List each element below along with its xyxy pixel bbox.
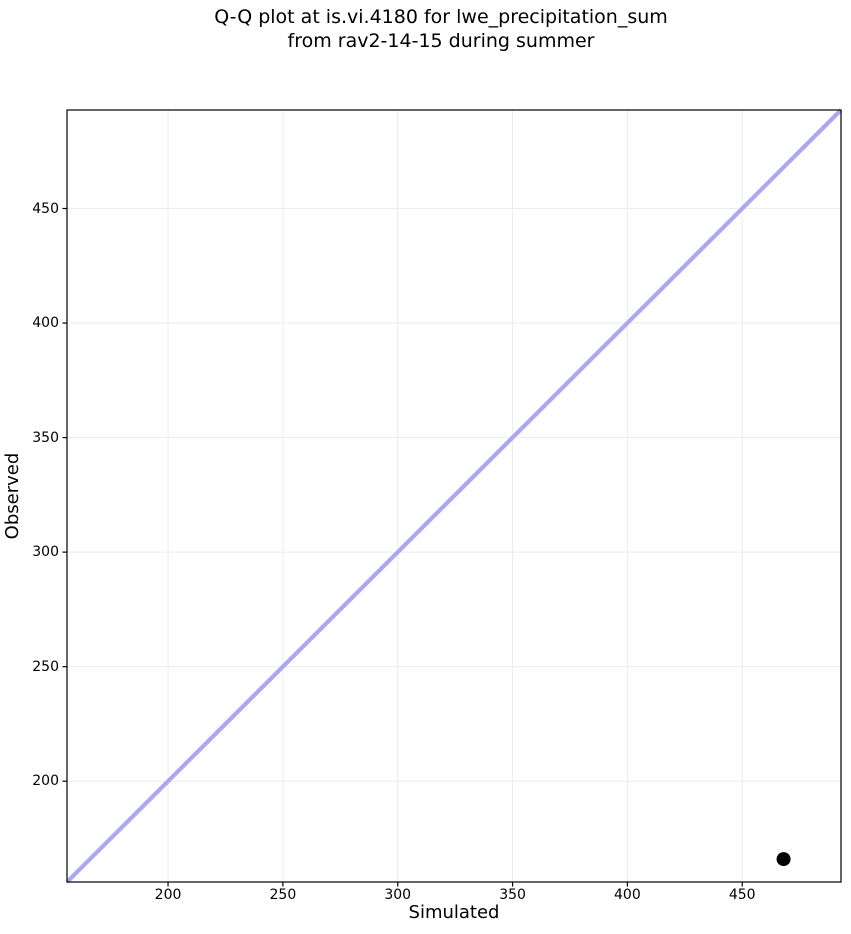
x-tick-label: 450 <box>728 887 756 903</box>
x-tick-label: 350 <box>499 887 526 903</box>
plot-canvas <box>62 108 843 887</box>
x-tick-label: 400 <box>614 887 641 903</box>
y-axis-label: Observed <box>2 452 23 540</box>
plot-frame <box>66 109 842 883</box>
plot-area <box>62 108 843 887</box>
x-tick-label: 300 <box>384 887 412 903</box>
chart-title: Q-Q plot at is.vi.4180 for lwe_precipita… <box>54 5 828 53</box>
y-tick-label: 400 <box>32 315 59 332</box>
x-tick-label: 250 <box>269 887 297 903</box>
y-tick-label: 200 <box>32 773 59 790</box>
chart-title-line1: Q-Q plot at is.vi.4180 for lwe_precipita… <box>214 6 668 28</box>
chart-title-line2: from rav2-14-15 during summer <box>287 30 595 52</box>
y-tick-label: 300 <box>32 544 59 561</box>
identity-line <box>65 108 843 884</box>
x-axis-label: Simulated <box>408 902 500 923</box>
x-tick-label: 200 <box>154 887 182 903</box>
y-tick-label: 450 <box>32 200 59 217</box>
y-tick-label: 350 <box>32 429 59 446</box>
data-point <box>776 852 791 867</box>
y-tick-label: 250 <box>32 658 59 675</box>
